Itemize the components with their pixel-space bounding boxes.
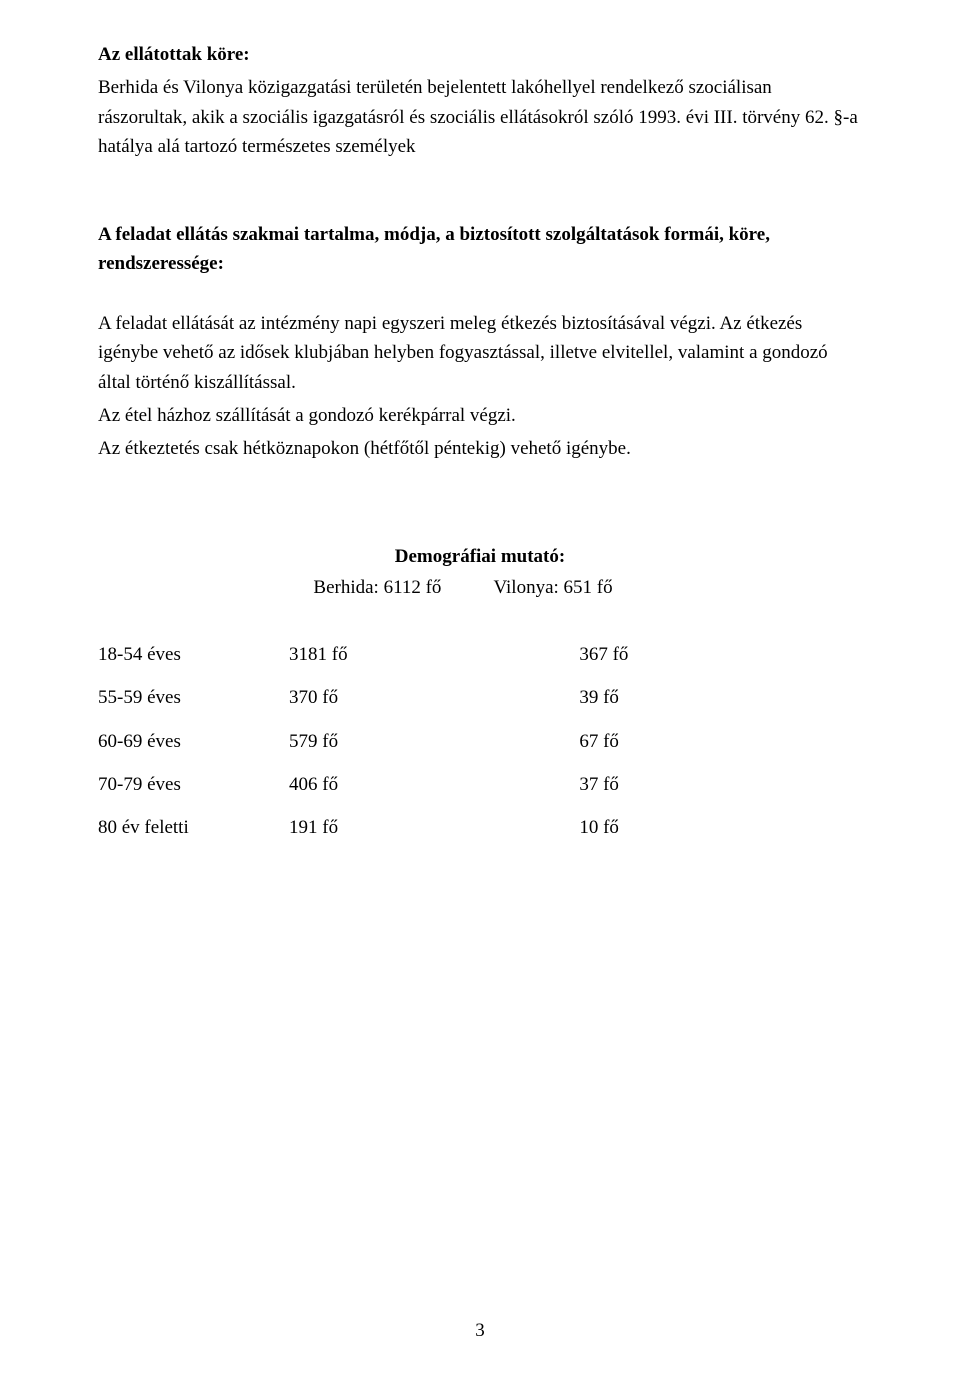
- cell-berhida: 370 fő: [289, 676, 579, 719]
- section2-para2: Az étel házhoz szállítását a gondozó ker…: [98, 401, 862, 430]
- cell-vilonya: 39 fő: [579, 676, 862, 719]
- page-number: 3: [0, 1316, 960, 1345]
- section2-para3: Az étkeztetés csak hétköznapokon (hétfőt…: [98, 434, 862, 463]
- spacer: [98, 603, 862, 633]
- spacer: [98, 468, 862, 542]
- section1-heading: Az ellátottak köre:: [98, 40, 862, 69]
- demografia-berhida-label: Berhida: 6112 fő: [98, 573, 449, 602]
- table-row: 70-79 éves 406 fő 37 fő: [98, 763, 862, 806]
- cell-vilonya: 367 fő: [579, 633, 862, 676]
- section2-para1: A feladat ellátását az intézmény napi eg…: [98, 309, 862, 397]
- cell-age: 80 év feletti: [98, 806, 289, 849]
- table-row: 60-69 éves 579 fő 67 fő: [98, 720, 862, 763]
- cell-berhida: 191 fő: [289, 806, 579, 849]
- demografia-title: Demográfiai mutató:: [395, 546, 565, 567]
- spacer: [98, 279, 862, 309]
- cell-vilonya: 10 fő: [579, 806, 862, 849]
- spacer: [98, 166, 862, 220]
- cell-berhida: 406 fő: [289, 763, 579, 806]
- section1-body: Berhida és Vilonya közigazgatási terület…: [98, 73, 862, 161]
- cell-vilonya: 67 fő: [579, 720, 862, 763]
- cell-berhida: 3181 fő: [289, 633, 579, 676]
- table-row: 55-59 éves 370 fő 39 fő: [98, 676, 862, 719]
- cell-age: 18-54 éves: [98, 633, 289, 676]
- demografia-vilonya-label: Vilonya: 651 fő: [449, 573, 862, 602]
- cell-vilonya: 37 fő: [579, 763, 862, 806]
- demografia-table: 18-54 éves 3181 fő 367 fő 55-59 éves 370…: [98, 633, 862, 850]
- section2-heading: A feladat ellátás szakmai tartalma, módj…: [98, 220, 862, 279]
- cell-age: 60-69 éves: [98, 720, 289, 763]
- demografia-sub-row: Berhida: 6112 fő Vilonya: 651 fő: [98, 573, 862, 602]
- table-row: 18-54 éves 3181 fő 367 fő: [98, 633, 862, 676]
- cell-age: 55-59 éves: [98, 676, 289, 719]
- table-row: 80 év feletti 191 fő 10 fő: [98, 806, 862, 849]
- cell-berhida: 579 fő: [289, 720, 579, 763]
- cell-age: 70-79 éves: [98, 763, 289, 806]
